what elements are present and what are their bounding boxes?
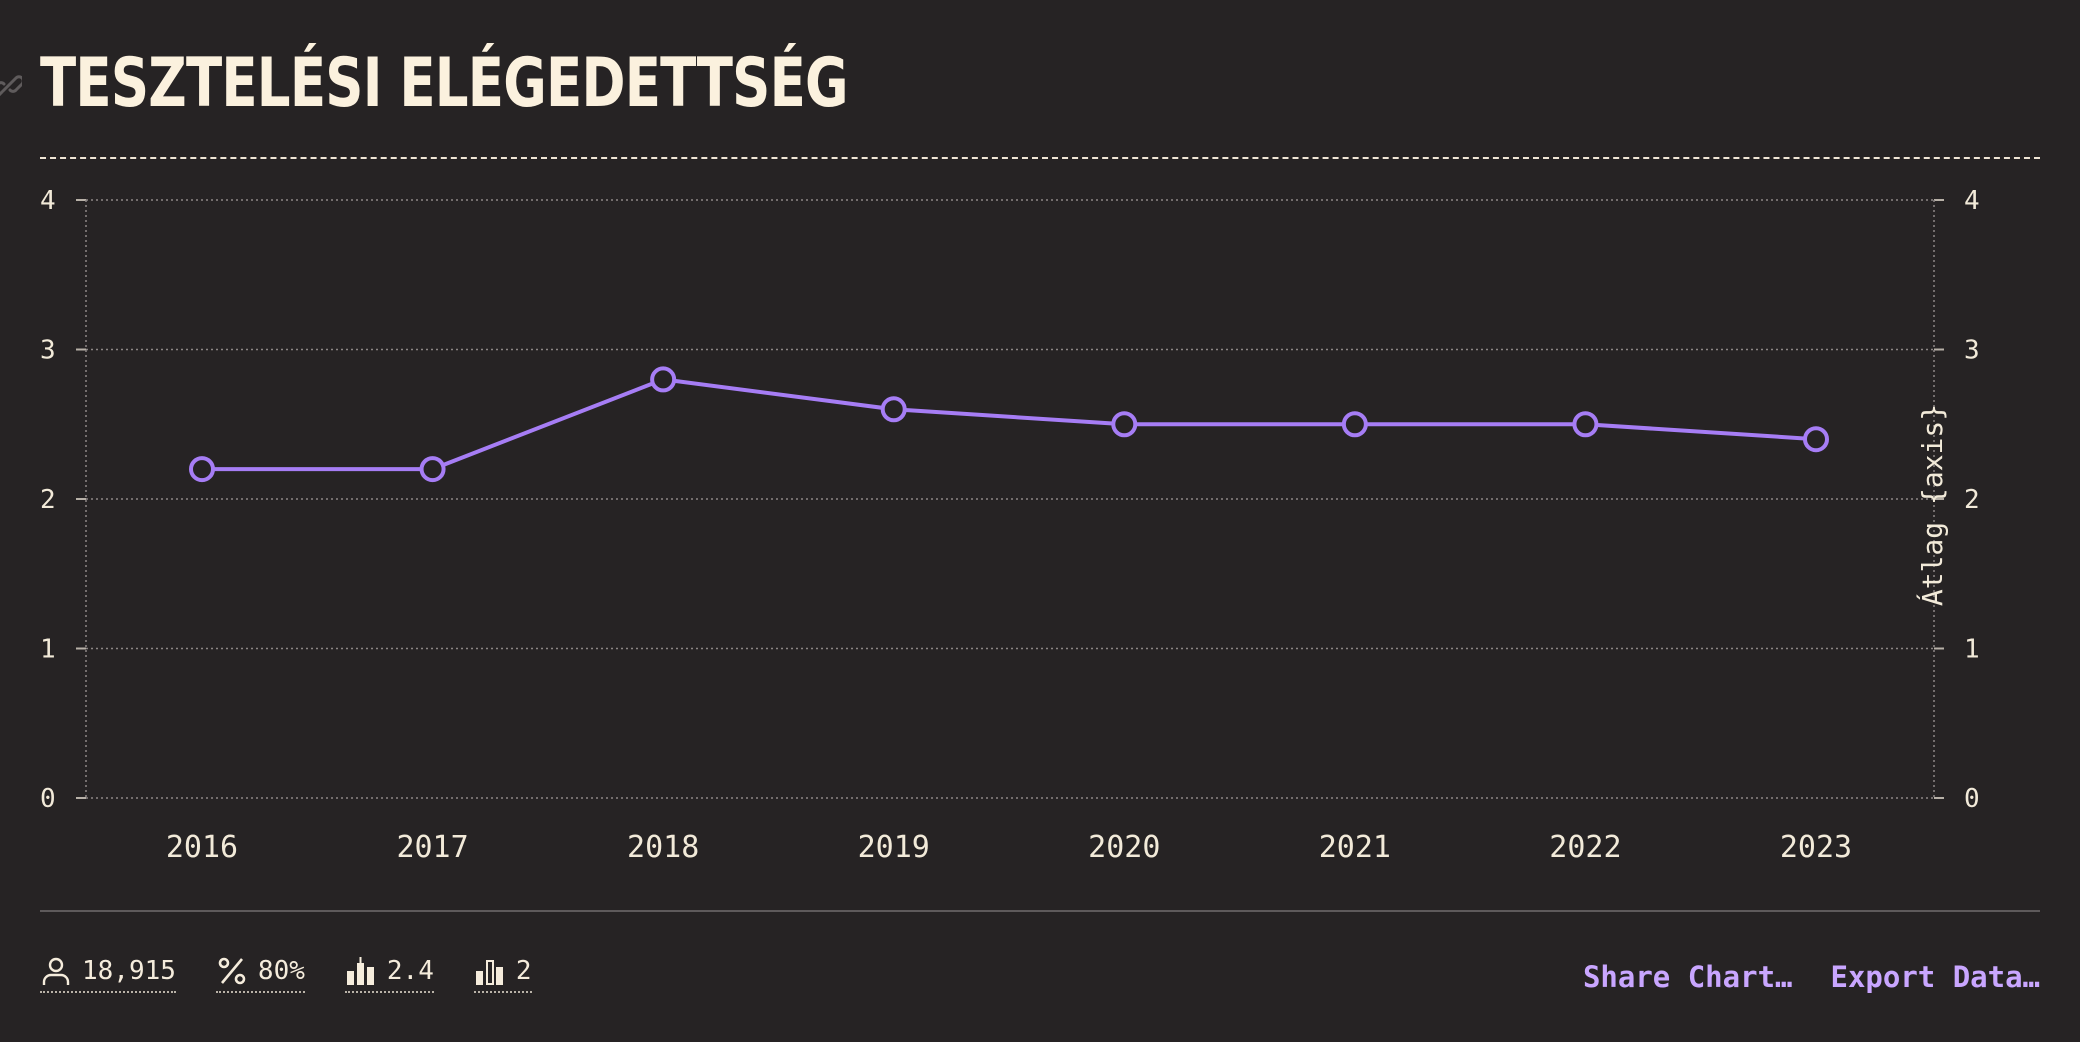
stat-respondents-value: 18,915: [82, 956, 176, 986]
bar-chart-median-icon: [346, 957, 374, 985]
stat-percent-value: 80%: [257, 956, 305, 986]
x-tick-label: 2017: [396, 830, 468, 865]
data-point: [189, 456, 215, 483]
x-tick-label: 2019: [858, 830, 930, 865]
stat-mode-value: 2: [515, 956, 532, 986]
stat-median[interactable]: 2.4: [344, 955, 434, 993]
y-axis-title-right: Átlag {axis}: [1915, 404, 1949, 606]
stat-percent[interactable]: 80%: [215, 955, 305, 993]
stats-bar: 18,915 80% 2.4: [40, 955, 532, 993]
data-point: [1803, 426, 1829, 453]
y-tick-label-right: 3: [1964, 336, 1980, 366]
y-tick-label-left: 2: [40, 485, 56, 515]
x-tick-label: 2022: [1549, 830, 1621, 865]
y-tick-label-right: 1: [1964, 635, 1980, 665]
x-tick-label: 2020: [1088, 830, 1160, 865]
line-chart: 0 0 1 1 2 2 3 3 4 4 Átlag {axis} 2016 2017 2018 2019 20…: [40, 186, 1980, 865]
title-divider: [40, 157, 2040, 159]
x-tick-label: 2016: [166, 830, 238, 865]
x-tick-label: 2018: [627, 830, 699, 865]
data-point: [1111, 411, 1138, 438]
stat-mode[interactable]: 2: [473, 955, 532, 993]
percent-icon: [218, 957, 246, 985]
x-tick-label: 2021: [1319, 830, 1391, 865]
y-tick-label-right: 4: [1964, 186, 1980, 216]
link-icon[interactable]: [0, 72, 22, 102]
series-line: [202, 377, 1817, 472]
chart-actions: Share Chart… Export Data…: [1583, 960, 2040, 994]
y-tick-label-left: 4: [40, 186, 56, 216]
chart-title: TESZTELÉSI ELÉGEDETTSÉG: [40, 44, 849, 123]
y-tick-label-right: 2: [1964, 485, 1980, 515]
data-point: [880, 396, 907, 423]
data-point: [1572, 411, 1599, 438]
data-point: [650, 366, 677, 393]
stat-median-value: 2.4: [386, 956, 434, 986]
y-tick-label-left: 0: [40, 784, 56, 814]
data-point: [1341, 411, 1368, 438]
footer-divider: [40, 910, 2040, 912]
stat-respondents[interactable]: 18,915: [40, 955, 176, 993]
bar-chart-icon: [475, 960, 503, 985]
data-point: [419, 456, 446, 483]
y-tick-label-left: 3: [40, 336, 56, 366]
person-icon: [42, 957, 70, 985]
y-tick-label-left: 1: [40, 635, 56, 665]
x-tick-label: 2023: [1780, 830, 1852, 865]
y-tick-label-right: 0: [1964, 784, 1980, 814]
export-data-button[interactable]: Export Data…: [1830, 960, 2040, 994]
share-chart-button[interactable]: Share Chart…: [1582, 960, 1793, 994]
